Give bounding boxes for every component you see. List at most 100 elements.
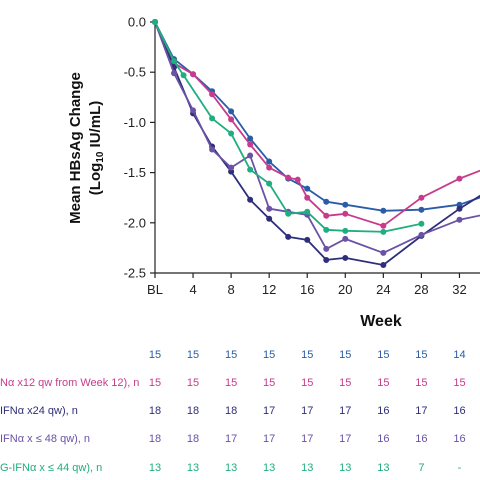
n-table-count-bl: 18	[149, 405, 161, 417]
n-table-count-bl: 15	[149, 377, 161, 389]
series-5	[152, 19, 424, 235]
n-table-count: 17	[339, 433, 351, 445]
x-tick-label: BL	[147, 282, 163, 297]
y-tick-label: -2.0	[124, 215, 146, 230]
n-table-count: 17	[339, 405, 351, 417]
n-table-count: 15	[225, 349, 237, 361]
n-table-count: 16	[453, 433, 465, 445]
y-axis-title: Mean HBsAg Change (Log10 IU/mL)	[67, 72, 106, 224]
series-point	[304, 237, 310, 243]
series-line	[155, 22, 480, 211]
y-tick-label: -0.5	[124, 65, 146, 80]
x-tick-label: 32	[452, 282, 466, 297]
n-table-count: 16	[415, 433, 427, 445]
series-point	[380, 223, 386, 229]
x-tick-label: 24	[376, 282, 390, 297]
n-table-count: 13	[377, 462, 389, 474]
n-table-count: 15	[301, 377, 313, 389]
series-point	[323, 246, 329, 252]
x-tick-label: 16	[300, 282, 314, 297]
n-table-count: 13	[263, 462, 275, 474]
n-table-count: 15	[225, 377, 237, 389]
n-table-row-label: Nα x12 qw from Week 12), n	[0, 377, 139, 389]
n-table-count: 15	[301, 349, 313, 361]
n-table-count: 16	[377, 405, 389, 417]
n-table-count: 16	[377, 433, 389, 445]
series-point	[323, 199, 329, 205]
series-point	[247, 167, 253, 173]
series-line	[155, 22, 480, 265]
series-point	[342, 211, 348, 217]
n-table-count: 13	[187, 462, 199, 474]
n-table-count: 15	[415, 349, 427, 361]
x-tick-label: 8	[227, 282, 234, 297]
n-table-count: 15	[263, 377, 275, 389]
n-table-count: 15	[187, 377, 199, 389]
series-point	[266, 206, 272, 212]
series-point	[304, 209, 310, 215]
series-1	[152, 19, 480, 214]
n-table-count: 13	[225, 462, 237, 474]
series-point	[323, 257, 329, 263]
n-table-row-label: IFNα x ≤ 48 qw), n	[0, 433, 90, 445]
series-point	[266, 165, 272, 171]
series-point	[190, 71, 196, 77]
series-point	[209, 91, 215, 97]
y-tick-label: -1.0	[124, 115, 146, 130]
n-table-count: 15	[377, 349, 389, 361]
n-table-count: 15	[339, 377, 351, 389]
series-point	[285, 234, 291, 240]
series-point	[342, 228, 348, 234]
x-tick-label: 12	[262, 282, 276, 297]
n-table-count: 17	[301, 433, 313, 445]
series-point	[266, 181, 272, 187]
series-point	[209, 115, 215, 121]
series-point	[304, 195, 310, 201]
n-table-row: IFNα x ≤ 48 qw), n 18 17 17 17 17 16 16 16 18	[0, 433, 466, 445]
series-point	[228, 165, 234, 171]
x-tick-label: 4	[189, 282, 196, 297]
series-point	[228, 116, 234, 122]
series-line	[155, 22, 480, 253]
n-table-count: 18	[187, 405, 199, 417]
series-point	[418, 221, 424, 227]
series-lines	[152, 19, 480, 268]
series-point	[342, 236, 348, 242]
n-table-count: 17	[415, 405, 427, 417]
n-table-count: 15	[453, 377, 465, 389]
series-point	[456, 206, 462, 212]
x-axis-title-group: Week	[360, 313, 402, 330]
n-table-count: 13	[339, 462, 351, 474]
n-table-row: Nα x12 qw from Week 12), n 15 15 15 15 15 15 15…	[0, 377, 466, 389]
y-axis-title-unit: (Log10 IU/mL)	[87, 101, 106, 195]
series-point	[323, 227, 329, 233]
series-point	[380, 250, 386, 256]
x-tick-label: 28	[414, 282, 428, 297]
n-table-count: 18	[225, 405, 237, 417]
series-point	[295, 177, 301, 183]
n-table-count: 15	[187, 349, 199, 361]
series-point	[456, 217, 462, 223]
n-table-row: G-IFNα x ≤ 44 qw), n 13 13 13 13 13 13 7 -13	[0, 462, 462, 474]
series-point	[380, 208, 386, 214]
series-point	[418, 207, 424, 213]
n-table-count: 13	[301, 462, 313, 474]
series-point	[418, 232, 424, 238]
n-table-row-label: G-IFNα x ≤ 44 qw), n	[0, 462, 102, 474]
series-line	[155, 22, 421, 232]
n-table-count-bl: 13	[149, 462, 161, 474]
n-table-row-label: IFNα x24 qw), n	[0, 405, 78, 417]
series-point	[171, 70, 177, 76]
series-point	[266, 216, 272, 222]
series-point	[342, 202, 348, 208]
n-table-count: -	[458, 462, 462, 474]
n-table-count: 18	[187, 433, 199, 445]
n-table-count-bl: 18	[149, 433, 161, 445]
series-point	[181, 72, 187, 78]
n-table-row: IFNα x24 qw), n 18 18 17 17 17 16 17 16 18	[0, 405, 466, 417]
x-axis-title: Week	[360, 313, 402, 330]
series-point	[323, 213, 329, 219]
series-point	[304, 186, 310, 192]
n-table-count: 17	[263, 433, 275, 445]
